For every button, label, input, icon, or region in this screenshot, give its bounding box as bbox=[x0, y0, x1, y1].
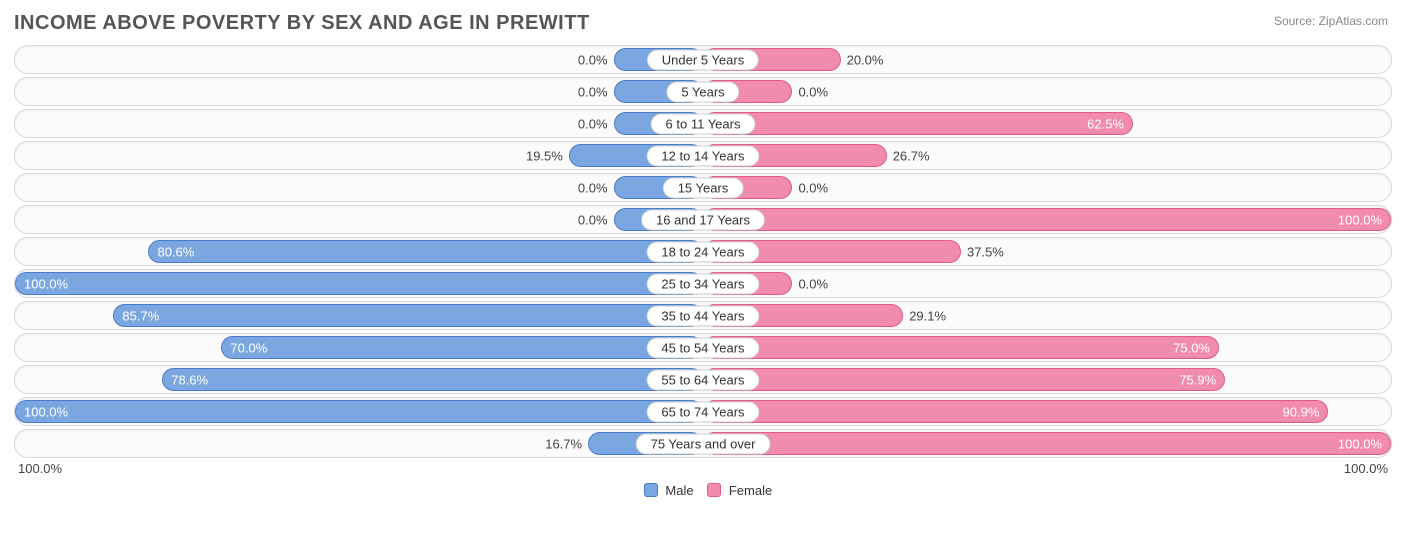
chart-row: 16.7% 100.0% 75 Years and over bbox=[14, 429, 1392, 458]
male-value: 0.0% bbox=[578, 84, 608, 99]
male-value: 0.0% bbox=[578, 212, 608, 227]
female-bar: 100.0% bbox=[703, 208, 1391, 231]
chart-row: 0.0% 0.0% 15 Years bbox=[14, 173, 1392, 202]
male-value: 100.0% bbox=[24, 276, 68, 291]
legend-female-label: Female bbox=[729, 483, 772, 498]
category-label: 6 to 11 Years bbox=[651, 113, 756, 134]
female-value: 26.7% bbox=[893, 148, 930, 163]
male-value: 80.6% bbox=[157, 244, 194, 259]
chart-row: 0.0% 62.5% 6 to 11 Years bbox=[14, 109, 1392, 138]
chart-row: 19.5% 26.7% 12 to 14 Years bbox=[14, 141, 1392, 170]
chart-row: 85.7% 29.1% 35 to 44 Years bbox=[14, 301, 1392, 330]
male-value: 78.6% bbox=[171, 372, 208, 387]
male-swatch bbox=[644, 483, 658, 497]
female-value: 62.5% bbox=[1087, 116, 1124, 131]
female-bar: 100.0% bbox=[703, 432, 1391, 455]
axis-left-label: 100.0% bbox=[18, 461, 62, 476]
category-label: 35 to 44 Years bbox=[646, 305, 759, 326]
male-value: 100.0% bbox=[24, 404, 68, 419]
chart-row: 0.0% 0.0% 5 Years bbox=[14, 77, 1392, 106]
male-bar: 70.0% bbox=[221, 336, 703, 359]
male-value: 70.0% bbox=[230, 340, 267, 355]
category-label: 55 to 64 Years bbox=[646, 369, 759, 390]
source-attribution: Source: ZipAtlas.com bbox=[1274, 14, 1388, 28]
axis-right-label: 100.0% bbox=[1344, 461, 1388, 476]
chart-row: 100.0% 0.0% 25 to 34 Years bbox=[14, 269, 1392, 298]
category-label: 18 to 24 Years bbox=[646, 241, 759, 262]
category-label: 12 to 14 Years bbox=[646, 145, 759, 166]
female-value: 0.0% bbox=[798, 180, 828, 195]
category-label: 5 Years bbox=[666, 81, 739, 102]
female-value: 37.5% bbox=[967, 244, 1004, 259]
female-bar: 75.9% bbox=[703, 368, 1225, 391]
female-value: 100.0% bbox=[1338, 212, 1382, 227]
category-label: 75 Years and over bbox=[636, 433, 771, 454]
female-bar: 90.9% bbox=[703, 400, 1328, 423]
female-value: 20.0% bbox=[847, 52, 884, 67]
male-bar: 85.7% bbox=[113, 304, 703, 327]
chart-row: 0.0% 100.0% 16 and 17 Years bbox=[14, 205, 1392, 234]
female-value: 0.0% bbox=[798, 276, 828, 291]
female-value: 0.0% bbox=[798, 84, 828, 99]
male-value: 0.0% bbox=[578, 116, 608, 131]
male-value: 16.7% bbox=[545, 436, 582, 451]
male-bar: 100.0% bbox=[15, 400, 703, 423]
category-label: 25 to 34 Years bbox=[646, 273, 759, 294]
female-value: 75.0% bbox=[1173, 340, 1210, 355]
male-bar: 100.0% bbox=[15, 272, 703, 295]
x-axis: 100.0% 100.0% bbox=[14, 461, 1392, 481]
legend: Male Female bbox=[14, 483, 1392, 498]
category-label: 65 to 74 Years bbox=[646, 401, 759, 422]
female-bar: 62.5% bbox=[703, 112, 1133, 135]
male-value: 0.0% bbox=[578, 52, 608, 67]
male-bar: 80.6% bbox=[148, 240, 703, 263]
legend-male-label: Male bbox=[665, 483, 693, 498]
category-label: Under 5 Years bbox=[647, 49, 759, 70]
chart-row: 70.0% 75.0% 45 to 54 Years bbox=[14, 333, 1392, 362]
female-value: 100.0% bbox=[1338, 436, 1382, 451]
male-value: 85.7% bbox=[122, 308, 159, 323]
male-value: 19.5% bbox=[526, 148, 563, 163]
male-value: 0.0% bbox=[578, 180, 608, 195]
category-label: 15 Years bbox=[663, 177, 744, 198]
female-bar: 75.0% bbox=[703, 336, 1219, 359]
male-bar: 78.6% bbox=[162, 368, 703, 391]
chart-title: INCOME ABOVE POVERTY BY SEX AND AGE IN P… bbox=[14, 12, 1392, 35]
category-label: 16 and 17 Years bbox=[641, 209, 765, 230]
chart-row: 78.6% 75.9% 55 to 64 Years bbox=[14, 365, 1392, 394]
population-pyramid-chart: 0.0%20.0%Under 5 Years0.0%0.0%5 Years0.0… bbox=[14, 45, 1392, 458]
chart-row: 0.0% 20.0% Under 5 Years bbox=[14, 45, 1392, 74]
female-value: 29.1% bbox=[909, 308, 946, 323]
category-label: 45 to 54 Years bbox=[646, 337, 759, 358]
chart-row: 80.6% 37.5% 18 to 24 Years bbox=[14, 237, 1392, 266]
female-value: 90.9% bbox=[1283, 404, 1320, 419]
chart-row: 100.0% 90.9% 65 to 74 Years bbox=[14, 397, 1392, 426]
female-swatch bbox=[707, 483, 721, 497]
female-value: 75.9% bbox=[1179, 372, 1216, 387]
